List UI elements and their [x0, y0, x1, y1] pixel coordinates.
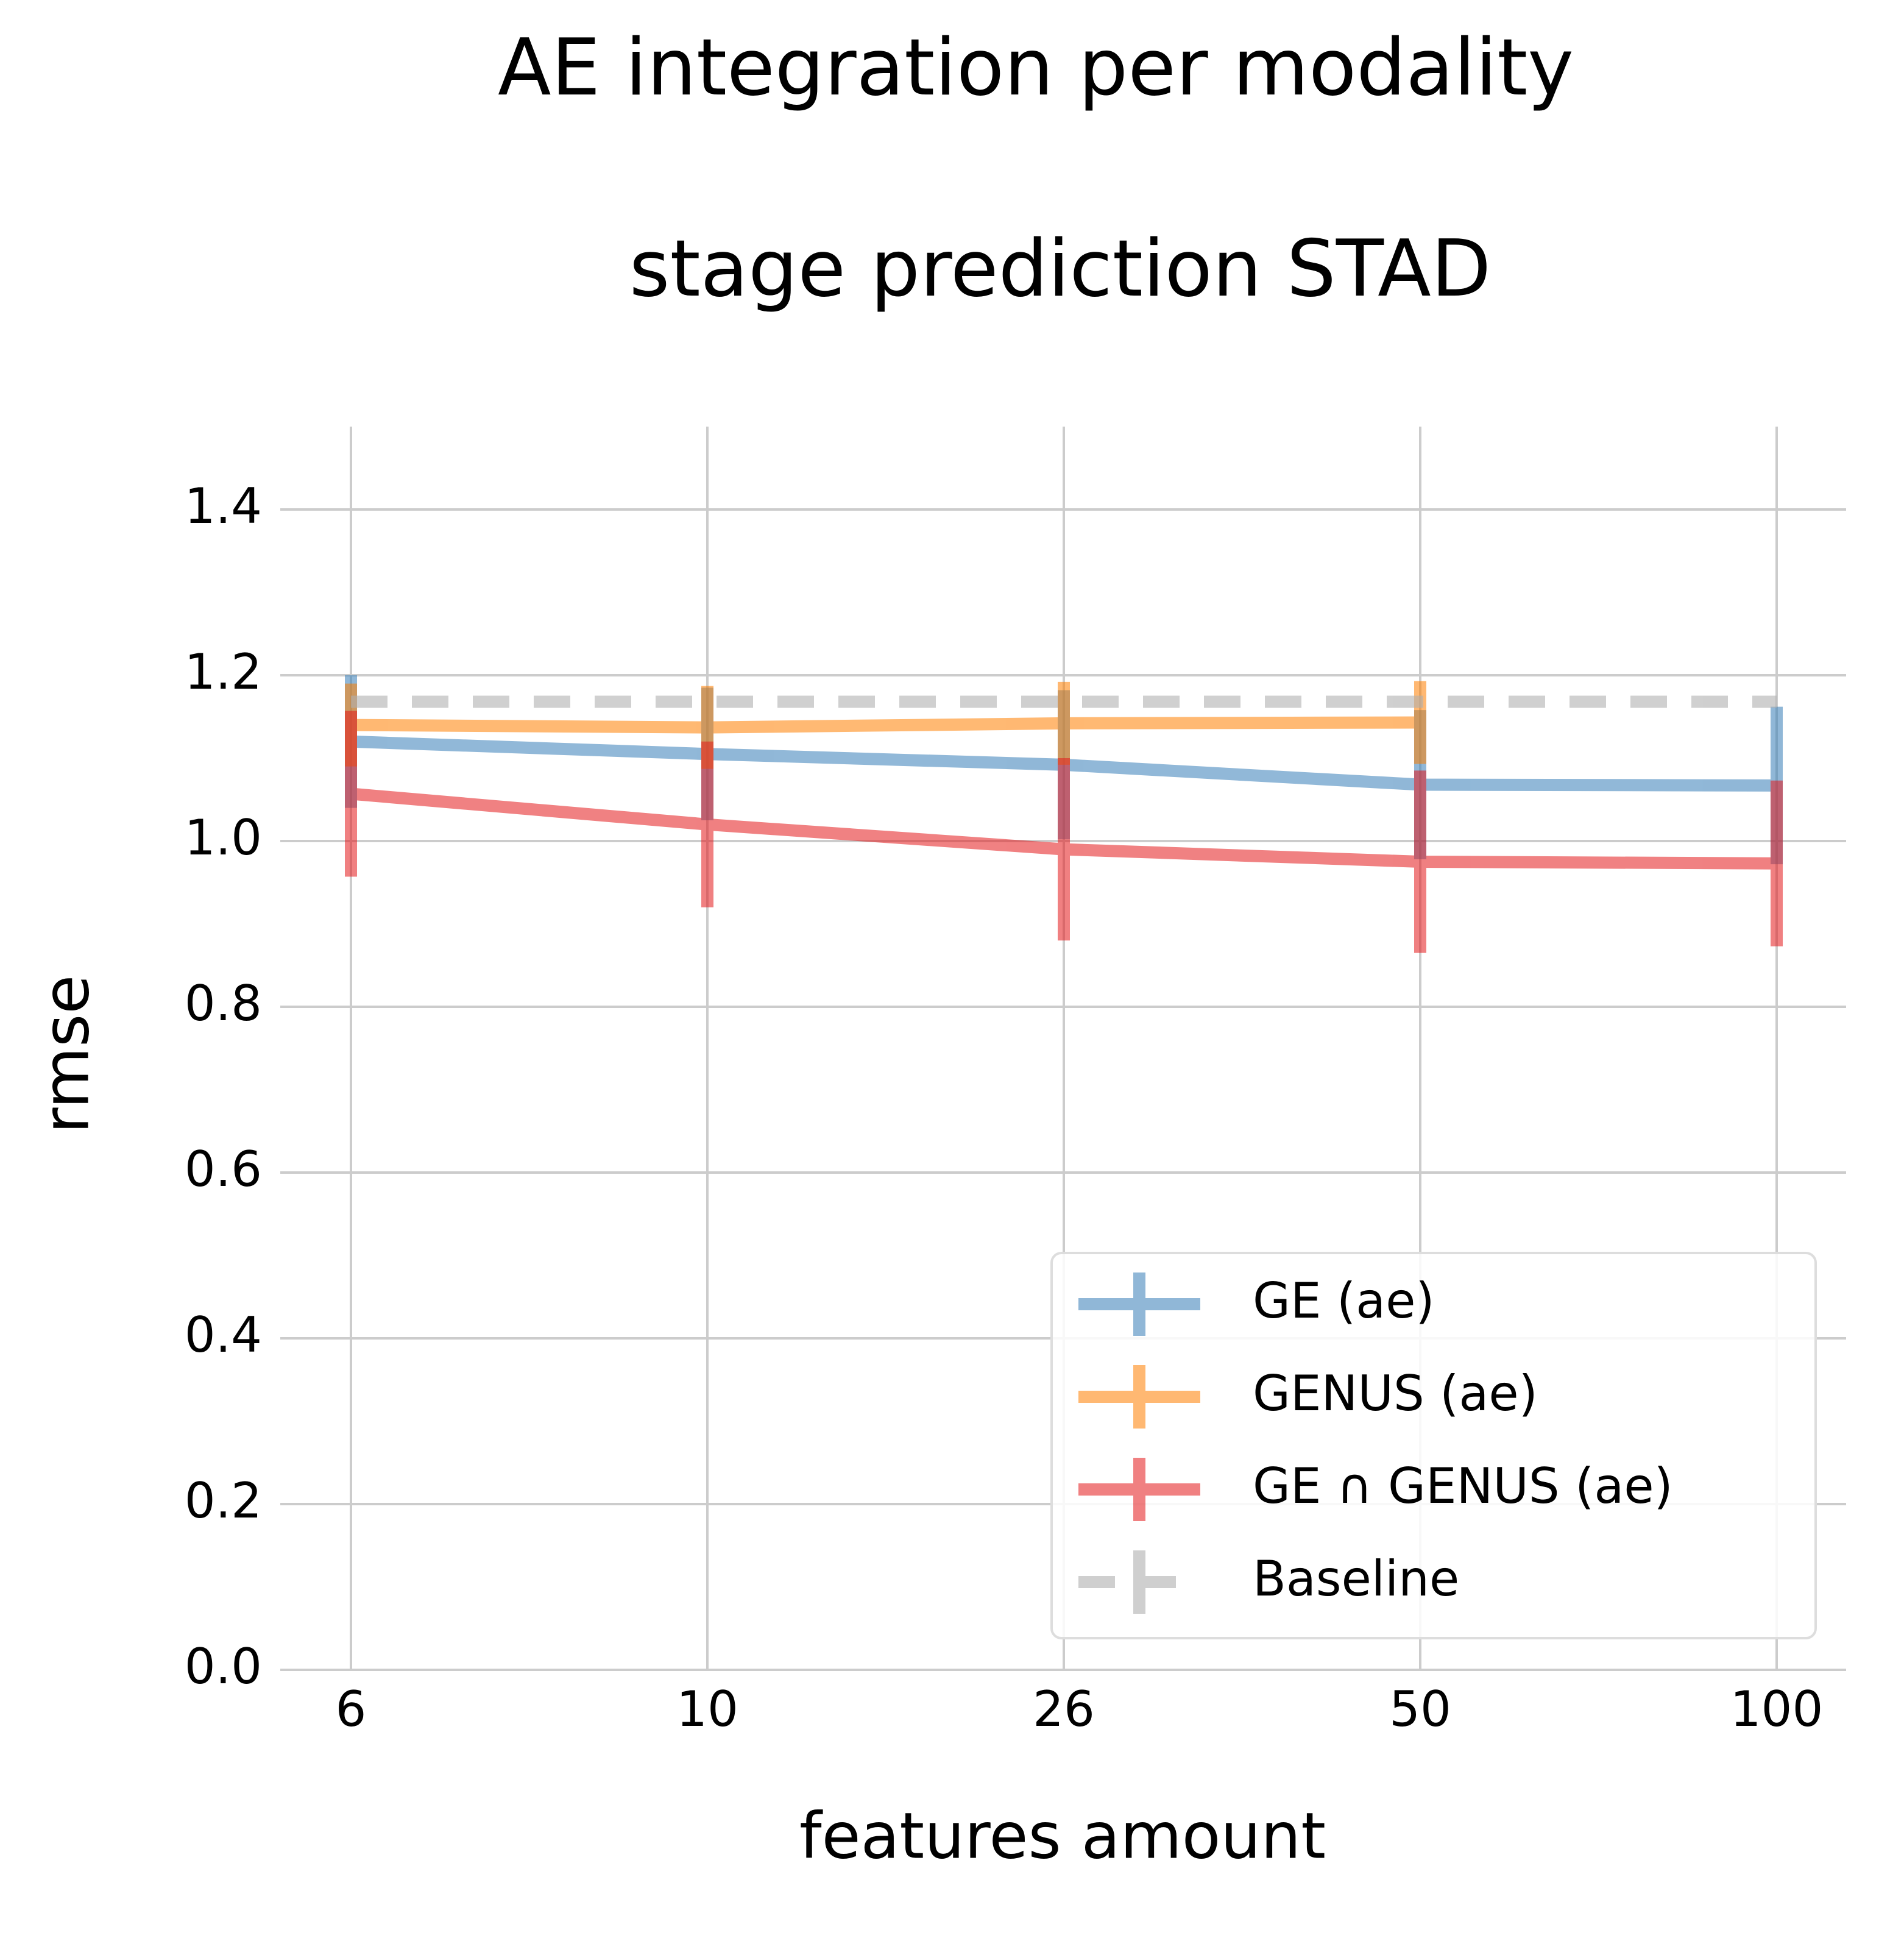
y-tick-label: 1.4 [185, 478, 262, 534]
x-tick-label: 6 [336, 1681, 367, 1737]
legend-symbol [1078, 1272, 1200, 1336]
chart-title: AE integration per modality [498, 23, 1574, 113]
y-tick-label: 0.0 [185, 1638, 262, 1695]
legend-symbol [1078, 1550, 1200, 1614]
x-tick-label: 50 [1389, 1681, 1451, 1737]
chart-subtitle: stage prediction STAD [629, 224, 1492, 314]
y-axis-label: rmse [29, 975, 103, 1134]
x-tick-label: 100 [1730, 1681, 1824, 1737]
legend-label: GE (ae) [1253, 1272, 1435, 1329]
series [345, 711, 1783, 953]
legend-box [1050, 1252, 1817, 1639]
y-tick-label: 0.6 [185, 1141, 262, 1198]
y-tick-label: 1.0 [185, 809, 262, 866]
y-tick-label: 0.4 [185, 1307, 262, 1363]
legend-label: Baseline [1253, 1550, 1459, 1607]
y-tick-label: 0.8 [185, 975, 262, 1032]
y-tick-label: 0.2 [185, 1472, 262, 1529]
x-tick-label: 10 [676, 1681, 738, 1737]
legend-label: GE ∩ GENUS (ae) [1253, 1458, 1673, 1514]
x-tick-label: 26 [1033, 1681, 1095, 1737]
legend-symbol [1078, 1365, 1200, 1429]
line [350, 716, 1421, 734]
legend-symbol [1078, 1458, 1200, 1521]
y-tick-label: 1.2 [185, 644, 262, 700]
legend-label: GENUS (ae) [1253, 1365, 1538, 1422]
x-axis-label: features amount [799, 1798, 1326, 1873]
